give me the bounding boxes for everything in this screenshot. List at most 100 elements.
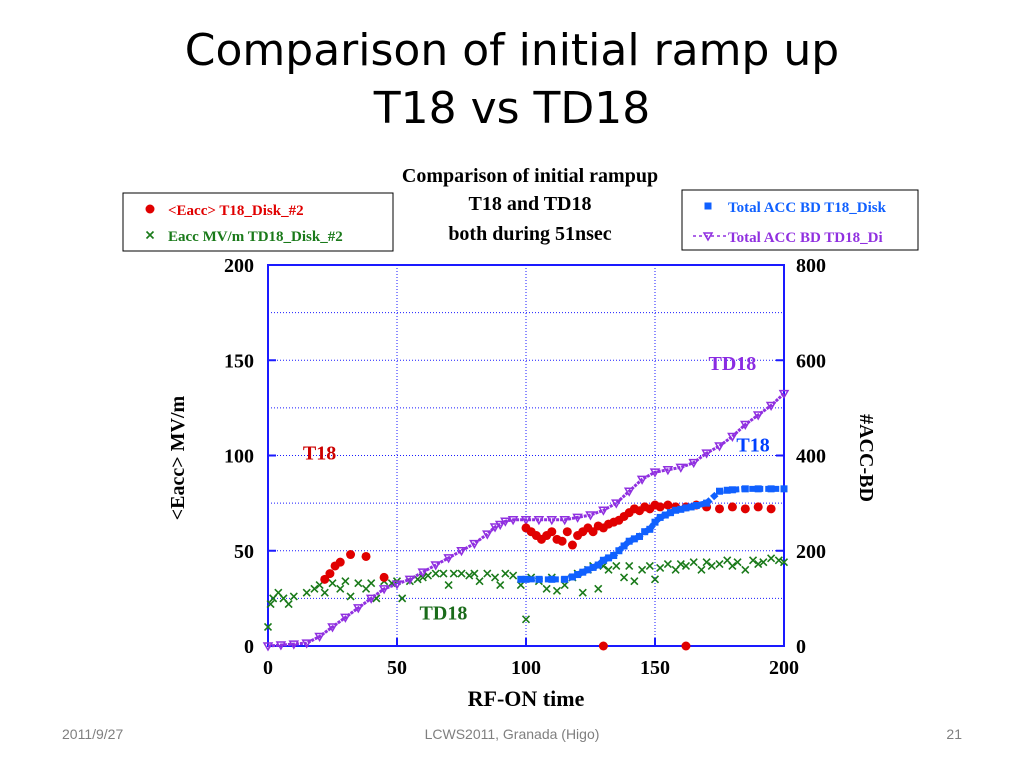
data-point [766, 504, 776, 514]
data-point [759, 558, 768, 567]
data-point [754, 560, 763, 569]
legend-right-label: Total ACC BD T18_Disk [728, 200, 887, 216]
data-point [145, 230, 155, 240]
data-point [780, 485, 788, 493]
x-tick-label: 0 [263, 657, 273, 679]
data-point [646, 525, 654, 533]
data-point [604, 565, 613, 574]
data-point [361, 551, 371, 561]
legend-right-box [681, 189, 919, 251]
data-point [636, 532, 644, 540]
data-point [610, 552, 618, 560]
series-3 [262, 389, 790, 652]
x-tick-label: 100 [511, 657, 541, 679]
data-point [340, 613, 351, 623]
slide-title: Comparison of initial ramp up T18 vs TD1… [0, 22, 1024, 138]
data-point [520, 516, 532, 526]
data-point [465, 571, 474, 580]
data-point [572, 513, 583, 523]
page-number: 21 [946, 726, 962, 742]
data-point [367, 579, 376, 588]
data-point [548, 575, 556, 583]
series-line [267, 392, 786, 648]
data-point [469, 539, 480, 550]
data-point [767, 554, 776, 563]
y-right-tick-label: 600 [796, 350, 826, 372]
data-point [275, 641, 287, 651]
data-point [651, 518, 659, 526]
data-point [741, 565, 750, 574]
legend-right-label: Total ACC BD TD18_Di [728, 230, 883, 246]
data-point [507, 516, 519, 526]
data-point [594, 584, 603, 593]
data-point [641, 528, 649, 536]
data-point [557, 536, 567, 546]
data-point [301, 639, 312, 649]
annotation-label: T18 [303, 442, 336, 464]
data-point [615, 547, 623, 555]
y-right-axis-label: #ACC-BD [855, 414, 877, 502]
data-point [266, 600, 275, 609]
data-point [470, 569, 479, 578]
slide-title-line1: Comparison of initial ramp up [184, 25, 840, 76]
slide-title-line2: T18 vs TD18 [373, 83, 651, 134]
data-point [692, 502, 700, 510]
legend-left-label: Eacc MV/m TD18_Disk_#2 [168, 229, 343, 245]
data-point [620, 542, 628, 550]
data-point [501, 569, 510, 578]
x-tick-label: 200 [769, 657, 799, 679]
data-point [588, 527, 598, 537]
data-point [336, 584, 345, 593]
data-point [423, 571, 433, 580]
y-right-tick-label: 400 [796, 446, 826, 468]
annotation-label: T18 [736, 435, 769, 457]
data-point [715, 560, 724, 569]
data-point [672, 506, 680, 514]
x-axis-label: RF-ON time [468, 686, 585, 711]
legend-left-box [122, 192, 394, 252]
data-point [574, 571, 582, 579]
data-point [584, 566, 592, 574]
y-left-axis-label: <Eacc> MV/m [167, 395, 189, 520]
data-point [404, 575, 416, 585]
legend-left-label: <Eacc> T18_Disk_#2 [168, 203, 304, 219]
data-point [391, 580, 403, 590]
data-point [314, 632, 325, 642]
data-point [284, 600, 293, 609]
data-point [320, 588, 329, 597]
data-point [533, 516, 545, 526]
data-point [663, 560, 672, 569]
data-point [288, 640, 300, 650]
data-point [542, 584, 551, 593]
data-point [727, 432, 738, 442]
data-point [483, 569, 492, 578]
data-point [598, 506, 609, 516]
data-point [475, 577, 484, 586]
data-point [754, 485, 762, 493]
data-point [740, 504, 750, 514]
data-point [585, 511, 596, 521]
data-point [753, 502, 763, 512]
data-point [578, 588, 587, 597]
data-point [661, 511, 669, 519]
data-point [579, 568, 587, 576]
data-point [704, 202, 712, 210]
data-point [561, 575, 569, 583]
data-point [681, 641, 691, 651]
data-point [320, 574, 330, 584]
data-point [697, 565, 706, 574]
data-point [779, 558, 789, 567]
data-point [619, 573, 629, 582]
data-point [443, 554, 454, 564]
data-point [645, 561, 654, 571]
data-point [599, 556, 607, 564]
data-point [552, 586, 562, 595]
data-point [663, 500, 673, 510]
data-point [765, 401, 777, 412]
data-point [562, 527, 572, 537]
data-point [625, 561, 634, 571]
data-point [728, 561, 737, 571]
data-point [727, 502, 737, 512]
data-point [594, 561, 602, 569]
